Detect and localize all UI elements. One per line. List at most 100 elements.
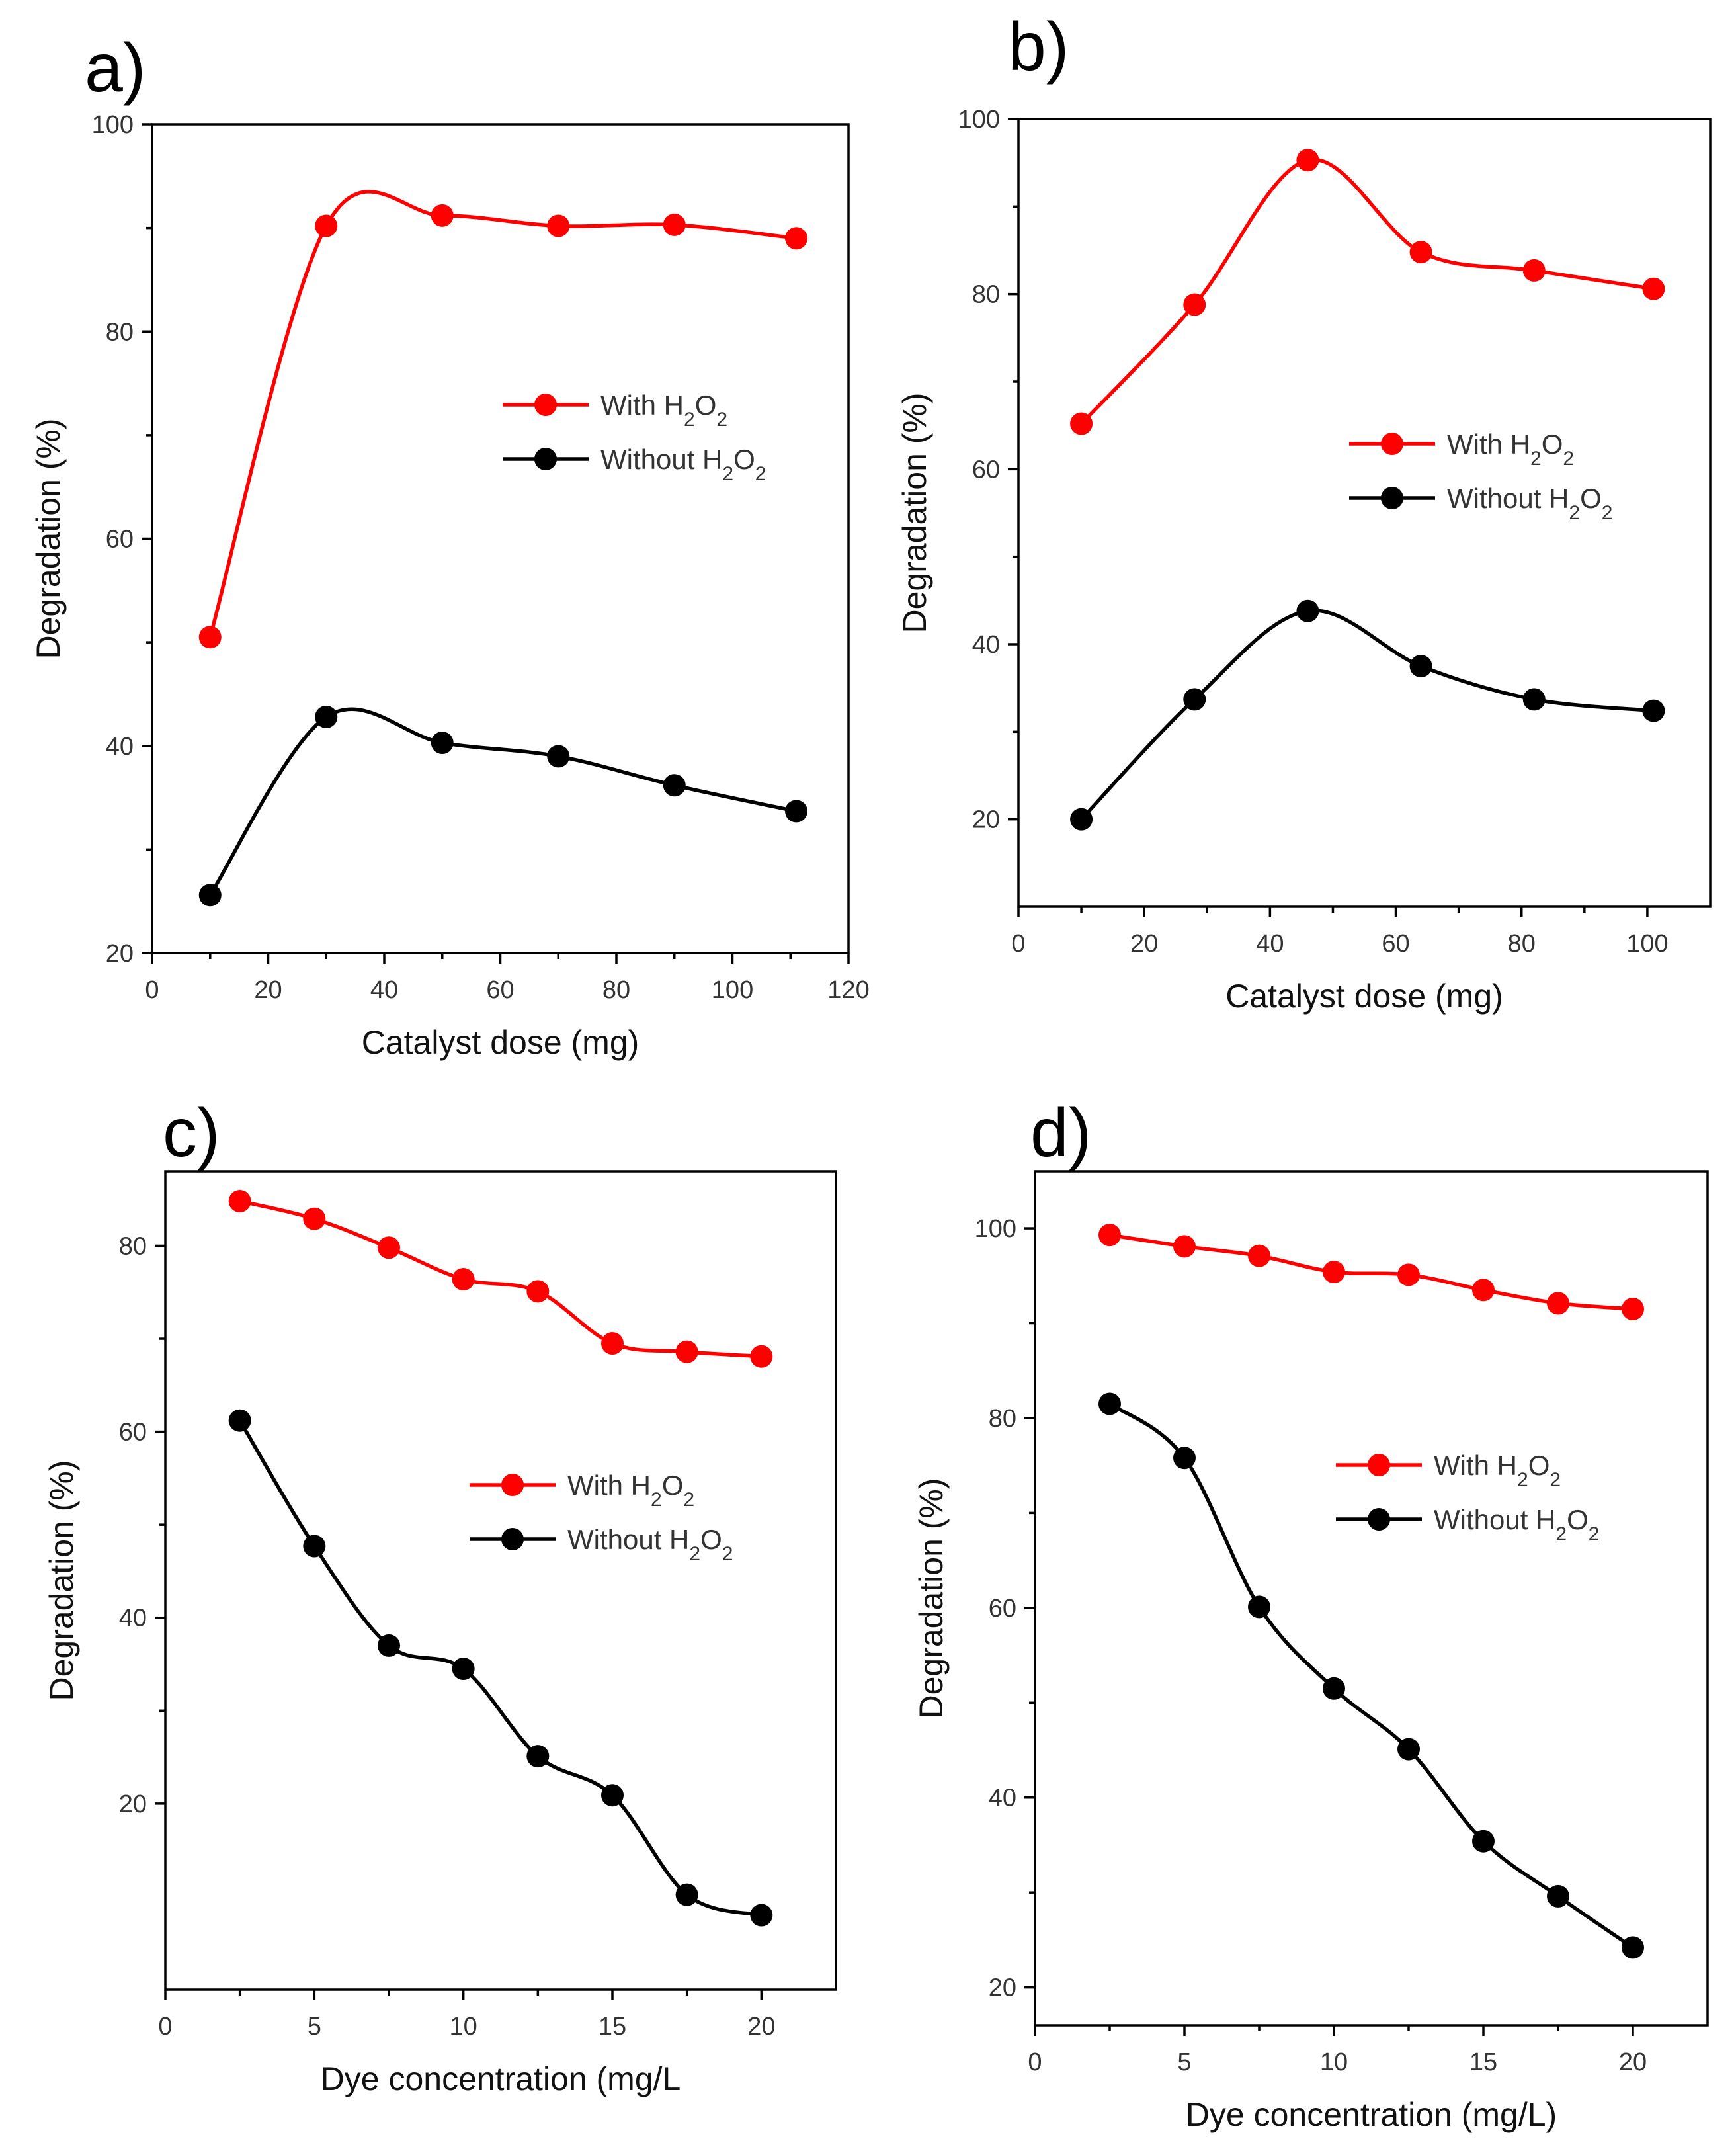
- y-tick-label: 60: [106, 526, 134, 554]
- data-point-without-h2o2: [601, 1784, 624, 1807]
- legend-marker: [1381, 433, 1403, 455]
- data-point-with-h2o2: [547, 214, 570, 237]
- data-point-with-h2o2: [1547, 1292, 1569, 1315]
- data-point-without-h2o2: [303, 1535, 326, 1558]
- data-point-with-h2o2: [1173, 1235, 1196, 1258]
- data-point-with-h2o2: [1622, 1297, 1644, 1320]
- x-axis-label: Catalyst dose (mg): [1225, 978, 1503, 1015]
- data-point-without-h2o2: [1070, 808, 1093, 831]
- legend-label: With H2O2: [600, 390, 727, 431]
- x-tick-label: 15: [599, 2013, 626, 2041]
- data-point-with-h2o2: [452, 1268, 475, 1291]
- x-tick-label: 120: [827, 976, 869, 1004]
- legend-label: Without H2O2: [1434, 1504, 1599, 1545]
- data-point-with-h2o2: [1183, 293, 1206, 316]
- y-tick-label: 20: [972, 806, 1000, 834]
- data-point-with-h2o2: [228, 1189, 251, 1212]
- chart-panel-c: c) 0 5 10 15 20 20 40 60 80 Dye concentration (mg/…: [43, 1095, 837, 2097]
- x-tick-label: 10: [450, 2013, 477, 2041]
- x-tick-label: 15: [1469, 2048, 1497, 2076]
- x-tick-label: 0: [1028, 2048, 1042, 2076]
- y-tick-label: 100: [958, 106, 1000, 134]
- data-point-without-h2o2: [547, 745, 570, 768]
- chart-panel-a: a) 0 20 40 60 80 100 120 20 40 60 80 100 Catalyst dos…: [30, 30, 870, 1061]
- data-point-without-h2o2: [378, 1634, 400, 1657]
- y-tick-label: 40: [989, 1785, 1016, 1812]
- legend-label: With H2O2: [1434, 1450, 1561, 1491]
- legend-marker: [534, 394, 557, 416]
- x-tick-label: 100: [1626, 930, 1668, 958]
- data-point-with-h2o2: [1248, 1244, 1270, 1267]
- data-point-without-h2o2: [1547, 1884, 1569, 1908]
- data-point-without-h2o2: [198, 884, 222, 907]
- data-point-with-h2o2: [1472, 1279, 1495, 1302]
- legend-marker: [1368, 1454, 1390, 1476]
- y-tick-label: 60: [972, 456, 1000, 484]
- legend-label: With H2O2: [567, 1470, 694, 1511]
- y-tick-label: 80: [106, 318, 134, 346]
- data-point-without-h2o2: [1173, 1447, 1196, 1470]
- y-tick-label: 100: [975, 1215, 1016, 1243]
- data-point-without-h2o2: [1323, 1677, 1345, 1700]
- y-axis-label: Degradation (%): [913, 1478, 950, 1718]
- data-point-with-h2o2: [750, 1345, 773, 1368]
- data-point-without-h2o2: [1642, 699, 1665, 722]
- data-point-with-h2o2: [198, 626, 222, 649]
- y-tick-label: 40: [972, 631, 1000, 659]
- data-point-without-h2o2: [663, 774, 686, 797]
- data-point-with-h2o2: [1397, 1263, 1420, 1286]
- y-tick-label: 20: [119, 1790, 147, 1818]
- legend-marker: [501, 1474, 524, 1496]
- data-point-without-h2o2: [1296, 599, 1319, 622]
- y-tick-label: 40: [106, 733, 134, 761]
- plot-frame: [1034, 1170, 1709, 2027]
- legend-label: Without H2O2: [1447, 483, 1612, 524]
- series-line-without-h2o2: [208, 707, 798, 898]
- data-point-without-h2o2: [526, 1745, 550, 1768]
- y-tick-label: 20: [106, 940, 134, 968]
- data-point-with-h2o2: [663, 213, 686, 236]
- data-point-without-h2o2: [1472, 1830, 1495, 1853]
- panel-label: a): [85, 30, 145, 106]
- data-point-with-h2o2: [315, 214, 338, 237]
- legend-label: Without H2O2: [600, 444, 766, 485]
- plot-frame: [164, 1170, 837, 1991]
- data-point-without-h2o2: [1183, 688, 1206, 711]
- plot-frame: [1017, 118, 1712, 908]
- data-point-without-h2o2: [1248, 1595, 1270, 1619]
- chart-panel-d: d) 0 5 10 15 20 20 40 60 80 100 Dye concentration (…: [913, 1095, 1709, 2133]
- data-point-with-h2o2: [1323, 1261, 1345, 1284]
- panel-label: c): [163, 1095, 220, 1171]
- y-tick-label: 100: [92, 111, 134, 139]
- x-tick-label: 40: [1256, 930, 1284, 958]
- panel-label: d): [1030, 1095, 1091, 1171]
- x-tick-label: 80: [1508, 930, 1536, 958]
- x-tick-label: 20: [747, 2013, 775, 2041]
- y-tick-label: 80: [989, 1405, 1016, 1433]
- x-tick-label: 0: [158, 2013, 172, 2041]
- y-axis-label: Degradation (%): [43, 1460, 80, 1701]
- y-axis-label: Degradation (%): [896, 392, 933, 633]
- data-point-with-h2o2: [1098, 1224, 1121, 1247]
- x-tick-label: 100: [712, 976, 753, 1004]
- legend-marker: [501, 1528, 524, 1550]
- x-tick-label: 5: [308, 2013, 321, 2041]
- data-point-without-h2o2: [785, 800, 808, 823]
- x-axis-label: Dye concentration (mg/L: [321, 2060, 681, 2097]
- data-point-with-h2o2: [601, 1332, 624, 1355]
- data-point-without-h2o2: [228, 1409, 251, 1432]
- y-tick-label: 60: [119, 1419, 147, 1447]
- x-tick-label: 5: [1177, 2048, 1191, 2076]
- data-point-with-h2o2: [675, 1340, 698, 1363]
- x-tick-label: 40: [370, 976, 398, 1004]
- series-line-with-h2o2: [1079, 157, 1656, 426]
- x-tick-label: 20: [1130, 930, 1158, 958]
- y-tick-label: 60: [989, 1595, 1016, 1622]
- series-line-without-h2o2: [1108, 1402, 1635, 1950]
- data-point-with-h2o2: [526, 1280, 550, 1303]
- data-point-without-h2o2: [431, 732, 454, 755]
- x-tick-label: 0: [145, 976, 159, 1004]
- data-point-with-h2o2: [1409, 241, 1432, 264]
- data-point-with-h2o2: [785, 227, 808, 250]
